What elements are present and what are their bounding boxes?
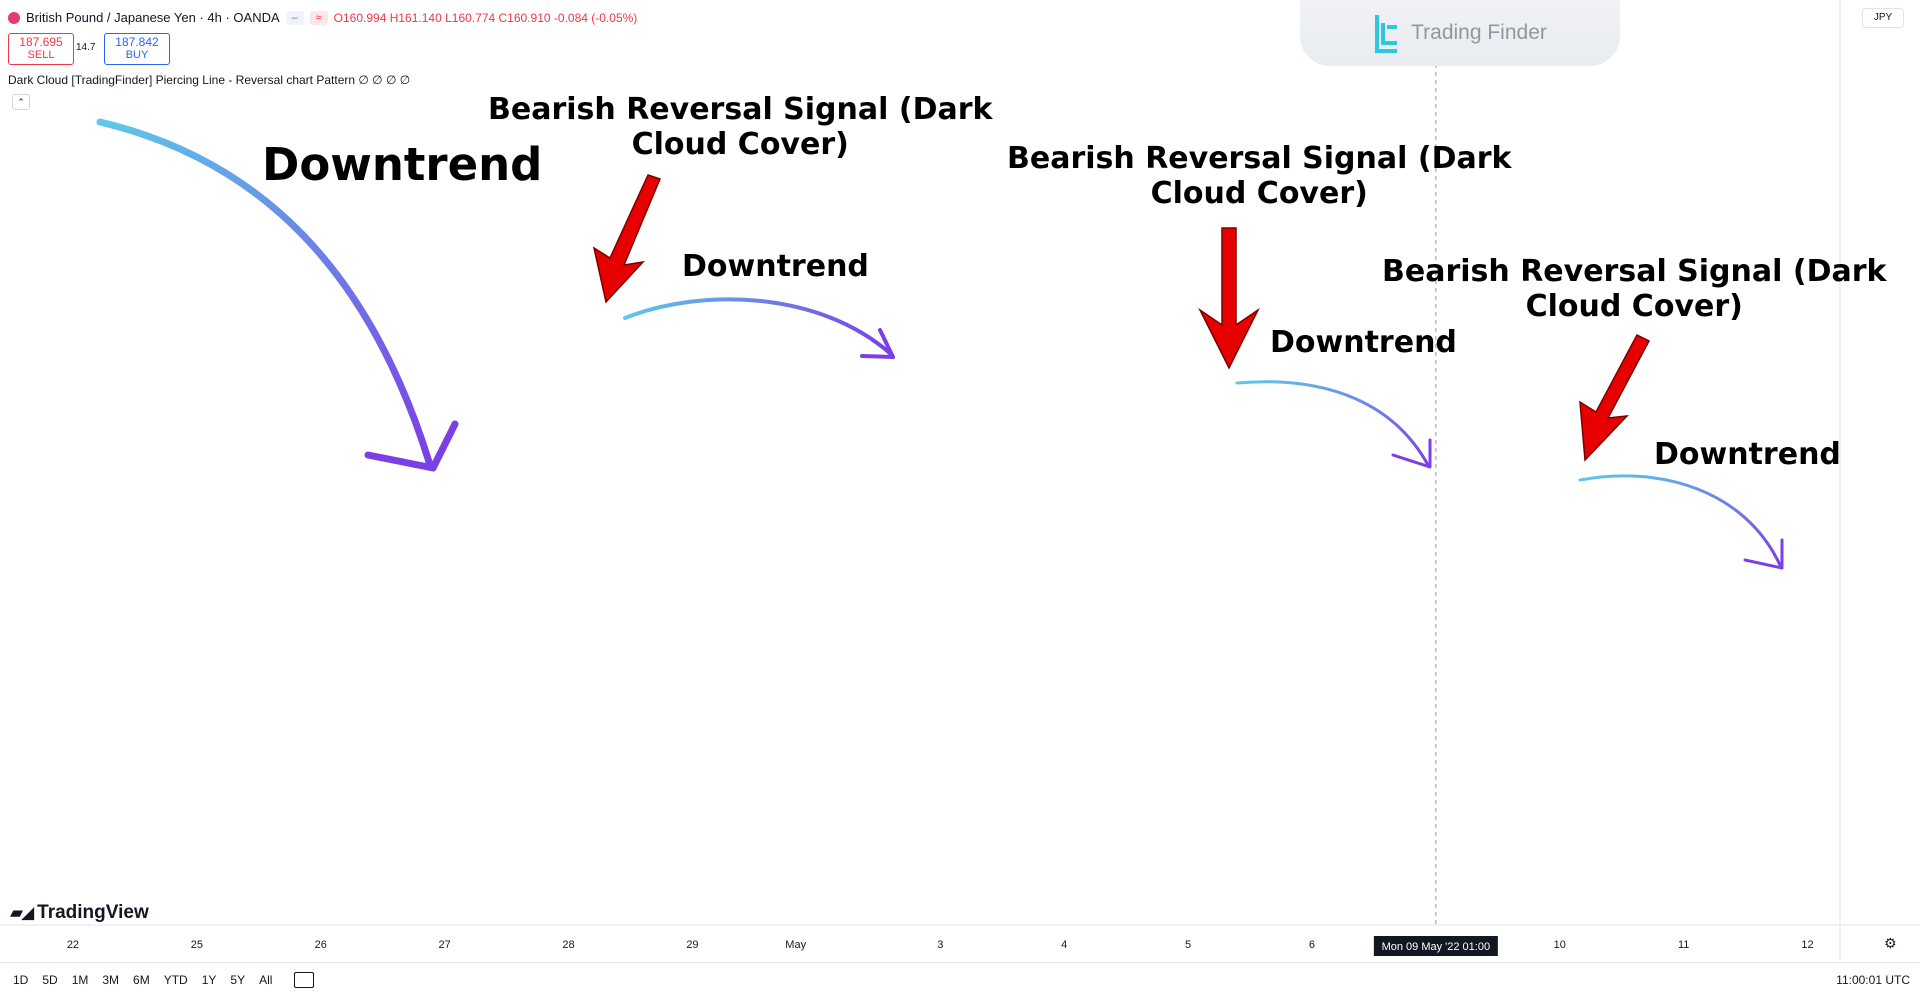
time-tick-label: 12 (1801, 939, 1813, 951)
time-tick-label: 10 (1554, 939, 1566, 951)
sell-button[interactable]: 187.695 SELL (8, 33, 74, 65)
buy-button[interactable]: 187.842 BUY (104, 33, 170, 65)
timeframe-1m[interactable]: 1M (71, 973, 89, 987)
timeframe-ytd[interactable]: YTD (163, 973, 188, 987)
time-axis[interactable]: 22 25 26 27 28 29 May 3 4 5 6 10 11 12 Mon 09 May '22 … (67, 936, 1814, 956)
spread-value: 14.7 (76, 42, 96, 53)
chart-legend[interactable]: British Pound / Japanese Yen · 4h · OAND… (8, 10, 637, 25)
ohlc-high: H161.140 (389, 10, 442, 25)
time-tick-label: 11 (1678, 939, 1689, 951)
currency-selector[interactable]: JPY (1862, 8, 1904, 28)
calendar-icon[interactable] (294, 972, 315, 988)
tradingfinder-text: Trading Finder (1411, 21, 1547, 44)
crosshair-time-box (1373, 936, 1498, 956)
trend-curve-3 (1235, 380, 1430, 467)
signal-label-1-line1: Bearish Reversal Signal (Dark (488, 92, 993, 127)
downtrend-label-2: Downtrend (682, 249, 869, 284)
trend-curve-1-head (364, 420, 459, 472)
sell-price: 187.695 (19, 35, 63, 49)
red-arrow-1 (592, 174, 662, 304)
time-tick-label: 26 (315, 939, 327, 951)
time-tick-label: 22 (67, 939, 79, 951)
trend-curve-4 (1578, 474, 1782, 567)
gear-icon[interactable]: ⚙ (1884, 935, 1897, 951)
signal-label-3-line2: Cloud Cover) (1525, 289, 1743, 325)
signal-label-2: Bearish Reversal Signal (Dark Cloud Cove… (1007, 141, 1511, 212)
trend-curve-2-head (860, 328, 895, 359)
buy-label: BUY (125, 49, 149, 61)
time-tick-label: 3 (937, 939, 943, 951)
tradingfinder-logo-icon (1375, 15, 1398, 53)
timeframe-5y[interactable]: 5Y (230, 973, 246, 987)
trend-curve-1 (96, 118, 434, 469)
timeframe-1y[interactable]: 1Y (201, 973, 217, 987)
signal-label-1: Bearish Reversal Signal (Dark Cloud Cove… (488, 92, 992, 163)
indicator-values: ∅ ∅ ∅ ∅ (358, 73, 411, 87)
signal-label-2-line2: Cloud Cover) (1150, 176, 1368, 212)
ohlc-low: L160.774 (445, 10, 496, 25)
time-tick-label: 25 (191, 939, 203, 951)
time-tick-label: 4 (1061, 939, 1067, 951)
time-tick-label: May (785, 939, 806, 951)
time-tick-label: 6 (1309, 939, 1315, 951)
timeframe-1d[interactable]: 1D (13, 973, 29, 987)
tradingview-logo-icon: ▰◢ (10, 903, 34, 922)
downtrend-label-3: Downtrend (1270, 325, 1457, 360)
ohlc-close: C160.910 (498, 10, 551, 25)
time-tick-label: 28 (562, 939, 574, 951)
timeframe-all[interactable]: All (259, 973, 273, 987)
timeframe-5d[interactable]: 5D (42, 973, 58, 987)
signal-label-3: Bearish Reversal Signal (Dark Cloud Cove… (1382, 254, 1886, 325)
ohlc-values: O160.994 H161.140 L160.774 C160.910 -0.0… (334, 11, 638, 25)
trend-curve-arrows (96, 118, 1784, 570)
signal-label-3-line1: Bearish Reversal Signal (Dark (1382, 254, 1887, 289)
indicator-title[interactable]: Dark Cloud [TradingFinder] Piercing Line… (8, 73, 356, 87)
bottom-toolbar: 1D 5D 1M 3M 6M YTD 1Y 5Y All 11:00:01 UT… (0, 962, 1920, 996)
crosshair-time-label: Mon 09 May '22 01:00 (1382, 941, 1491, 953)
tradingfinder-watermark: Trading Finder (1300, 0, 1620, 66)
indicator-legend[interactable]: Dark Cloud [TradingFinder] Piercing Line… (8, 73, 410, 87)
sell-label: SELL (27, 49, 55, 61)
symbol-title[interactable]: British Pound / Japanese Yen · 4h · OAND… (26, 10, 280, 25)
red-arrow-3 (1579, 334, 1651, 462)
tradingview-logo[interactable]: ▰◢ TradingView (10, 902, 149, 924)
symbol-flag-icon (8, 11, 20, 24)
clock[interactable]: 11:00:01 UTC (1836, 973, 1910, 987)
signal-label-2-line1: Bearish Reversal Signal (Dark (1007, 141, 1512, 176)
tradingview-text: TradingView (37, 902, 149, 923)
signal-label-1-line2: Cloud Cover) (631, 127, 849, 163)
trend-curve-4-head (1743, 538, 1784, 570)
ohlc-change: -0.084 (-0.05%) (553, 10, 638, 25)
crosshair (1435, 0, 1437, 925)
wave-icon[interactable]: ≈ (309, 10, 328, 25)
trend-curve-2 (623, 297, 894, 357)
collapse-legend-button[interactable]: ⌃ (12, 94, 30, 110)
downtrend-label-1: Downtrend (262, 138, 543, 191)
time-tick-label: 27 (439, 939, 451, 951)
buy-price: 187.842 (115, 35, 159, 49)
red-arrow-2 (1198, 227, 1260, 370)
red-signal-arrows (592, 174, 1651, 462)
timeframe-3m[interactable]: 3M (102, 973, 120, 987)
trend-curve-3-head (1391, 438, 1432, 469)
time-tick-label: 29 (686, 939, 698, 951)
timeframe-6m[interactable]: 6M (133, 973, 150, 987)
ohlc-open: O160.994 (333, 10, 387, 25)
time-tick-label: 5 (1185, 939, 1191, 951)
downtrend-label-4: Downtrend (1654, 437, 1841, 472)
minus-icon[interactable]: – (285, 10, 304, 25)
